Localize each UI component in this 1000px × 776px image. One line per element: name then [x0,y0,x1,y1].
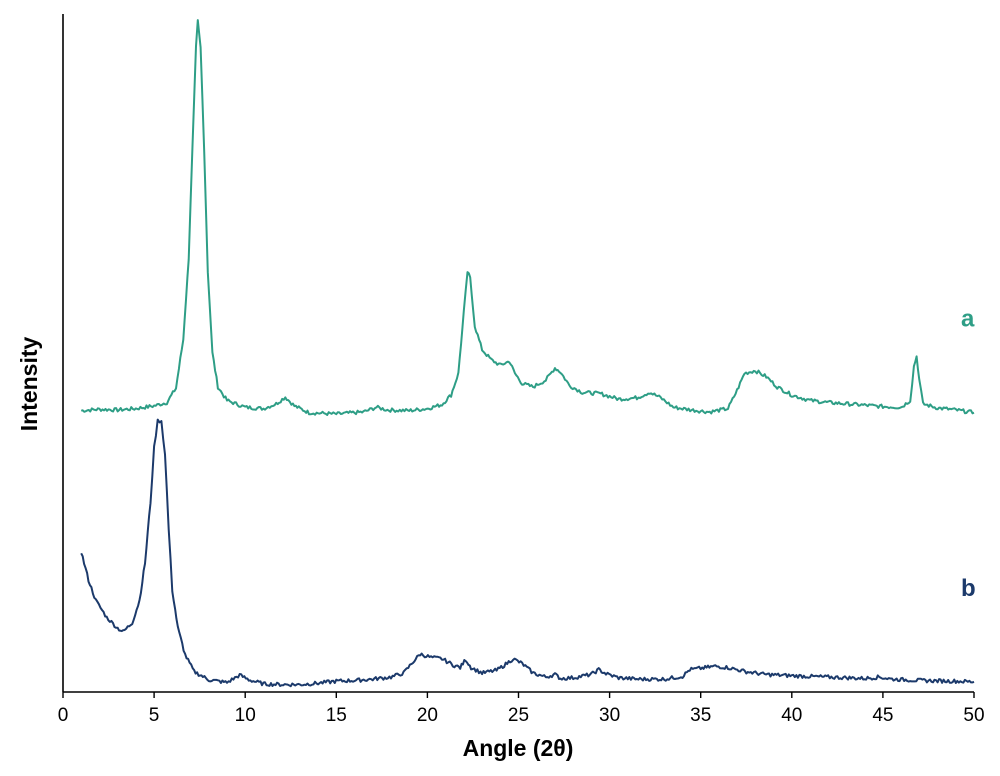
x-tick-label: 50 [963,705,984,726]
y-axis-title: Intensity [16,337,42,432]
x-tick-label: 15 [326,705,347,726]
x-ticks: 0 5 10 15 20 25 30 35 40 45 50 [58,692,985,726]
x-tick-label: 5 [149,705,160,726]
series-group [80,19,975,688]
plot-area: 0 5 10 15 20 25 30 35 40 45 50 ab [58,14,985,726]
x-tick-label: 45 [872,705,893,726]
x-axis-title: Angle (2θ) [463,735,574,761]
x-tick-label: 10 [235,705,256,726]
x-tick-label: 30 [599,705,620,726]
x-tick-label: 25 [508,705,529,726]
series-line-a [80,19,975,416]
x-tick-label: 35 [690,705,711,726]
series-label-b: b [961,575,976,602]
series-line-b [80,418,975,688]
x-tick-label: 0 [58,705,69,726]
series-label-a: a [961,306,975,333]
series-labels: ab [961,306,976,602]
x-tick-label: 20 [417,705,438,726]
x-tick-label: 40 [781,705,802,726]
